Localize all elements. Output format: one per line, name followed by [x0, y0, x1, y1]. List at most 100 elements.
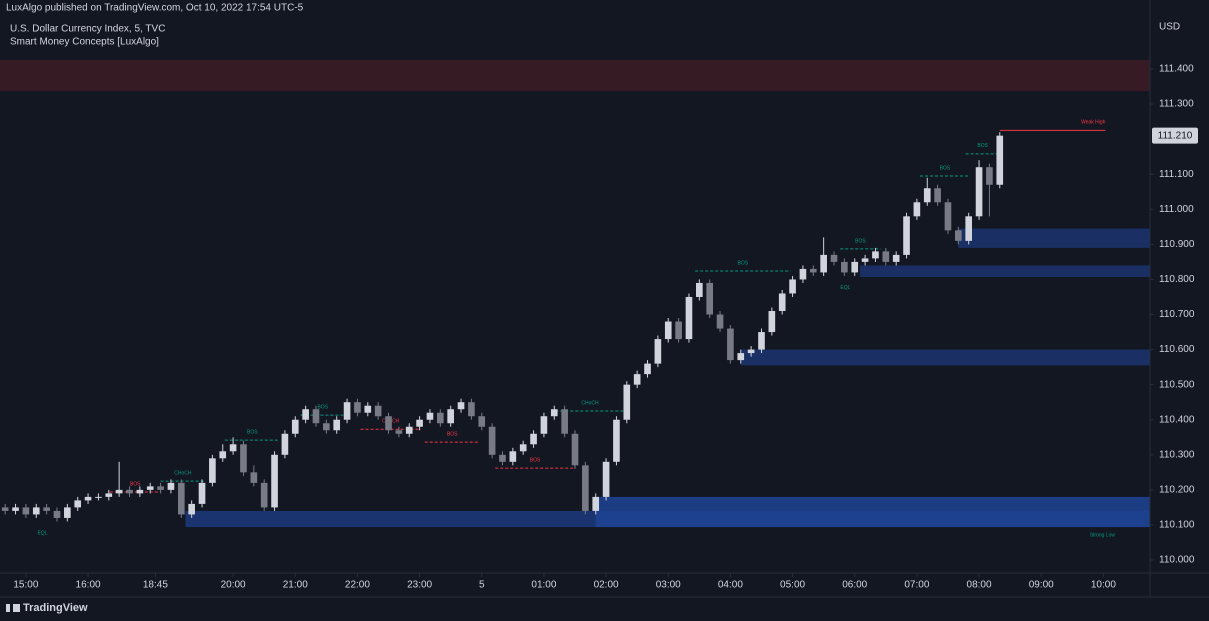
candle-body: [229, 444, 237, 452]
x-tick-label: 04:00: [718, 580, 743, 591]
candle-body: [364, 405, 372, 413]
candle-body: [271, 454, 278, 508]
candle-body: [613, 419, 620, 462]
y-tick-label: 110.700: [1159, 309, 1195, 320]
x-tick-label: 10:00: [1091, 580, 1116, 591]
x-tick-label: 01:00: [531, 580, 556, 591]
candle-body: [675, 321, 682, 340]
candle-body: [592, 496, 600, 511]
candle-body: [22, 507, 30, 515]
candle-body: [758, 332, 765, 350]
candle-body: [861, 258, 869, 262]
candle-body: [478, 416, 486, 427]
candle-body: [53, 510, 61, 518]
candle-body: [281, 433, 289, 455]
candle-body: [706, 282, 713, 315]
candle-body: [633, 374, 641, 385]
candle-body: [323, 423, 330, 431]
candle-body: [209, 458, 216, 483]
x-tick-label: 21:00: [283, 580, 308, 591]
candle-body: [550, 409, 558, 417]
candle-body: [986, 167, 993, 185]
annotation: EQL: [37, 530, 47, 536]
logo: [6, 604, 20, 612]
candle-body: [74, 500, 82, 508]
x-tick-label: 20:00: [221, 580, 246, 591]
candle-body: [426, 412, 434, 420]
candle-body: [996, 135, 1004, 185]
y-tick-label: 110.800: [1159, 274, 1195, 285]
candle-body: [1, 507, 9, 511]
candle-body: [696, 282, 703, 297]
candle-body: [240, 444, 247, 473]
y-tick-label: 111.000: [1159, 204, 1194, 215]
candle-body: [789, 279, 796, 294]
y-tick-label: 111.100: [1159, 169, 1194, 180]
structure-label: CHoCH: [581, 400, 599, 406]
candle-body: [499, 454, 506, 462]
x-tick-label: 03:00: [656, 580, 681, 591]
structure-label: BOS: [317, 405, 328, 411]
y-tick-label: 110.600: [1159, 344, 1195, 355]
candle-body: [312, 409, 320, 424]
y-tick-label: 110.100: [1159, 520, 1195, 531]
x-tick-label: 09:00: [1029, 580, 1054, 591]
candle-body: [416, 419, 423, 427]
annotation: Strong Low: [1090, 532, 1116, 538]
candle-body: [747, 349, 755, 354]
candle-body: [685, 296, 693, 340]
y-tick-label: 110.200: [1159, 485, 1195, 496]
candle-body: [115, 489, 123, 494]
zone: [0, 59, 1150, 92]
candle-body: [903, 216, 910, 255]
y-tick-label: 110.000: [1159, 555, 1195, 566]
candle-body: [955, 230, 962, 241]
candle-body: [519, 444, 527, 452]
candle-body: [385, 416, 392, 431]
candle-body: [188, 503, 195, 515]
plot-area: BOSCHoCHBOSBOSCHoCHBOSBOSCHoCHBOSBOSBOSB…: [0, 59, 1151, 538]
candle-body: [43, 507, 50, 511]
structure-label: Weak High: [1081, 120, 1106, 126]
candle-body: [333, 419, 341, 431]
x-tick-label: 16:00: [76, 580, 101, 591]
structure-label: BOS: [530, 457, 541, 463]
candle-body: [84, 496, 92, 501]
candle-body: [146, 486, 154, 490]
candle-body: [157, 486, 164, 490]
x-tick-label: 18:45: [143, 580, 168, 591]
candle-body: [644, 363, 651, 375]
candle-body: [623, 384, 631, 420]
candle-body: [923, 188, 931, 203]
candle-body: [437, 412, 444, 424]
y-axis-label: USD: [1159, 22, 1180, 33]
candle-body: [809, 268, 817, 273]
candle-body: [105, 493, 113, 497]
candle-body: [582, 465, 589, 511]
candle-body: [602, 461, 610, 497]
x-tick-label: 06:00: [842, 580, 867, 591]
x-tick-label: 05:00: [780, 580, 805, 591]
candle-body: [374, 405, 382, 417]
structure-label: BOS: [940, 165, 951, 171]
candle-body: [965, 216, 973, 241]
candle-body: [405, 426, 413, 434]
zone: [740, 349, 1150, 366]
x-tick-label: 5: [479, 580, 485, 591]
last-price-label: 111.210: [1158, 130, 1193, 141]
candle-body: [778, 293, 786, 312]
candle-body: [944, 202, 952, 231]
candle-body: [716, 314, 724, 329]
y-tick-label: 110.300: [1159, 449, 1195, 460]
candle-body: [177, 482, 185, 515]
footer-brand: TradingView: [23, 602, 88, 614]
candle-body: [457, 402, 465, 410]
structure-label: BOS: [977, 143, 988, 149]
last-price-tag: [1152, 127, 1198, 144]
candle-body: [841, 261, 848, 273]
y-tick-label: 111.400: [1159, 64, 1194, 75]
x-tick-label: 23:00: [407, 580, 432, 591]
zone: [595, 496, 1150, 528]
structure-label: BOS: [738, 260, 749, 266]
